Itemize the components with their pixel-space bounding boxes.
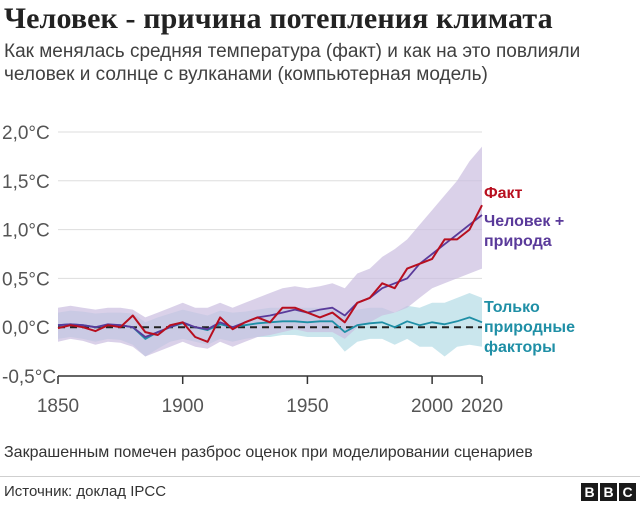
human-natural-band: [58, 146, 482, 357]
x-tick-label: 1950: [286, 396, 328, 417]
uncertainty-bands: [58, 146, 482, 357]
chart-title: Человек - причина потепления климата: [4, 2, 553, 35]
observed-line: [57, 204, 483, 343]
x-tick-label: 2020: [461, 396, 503, 417]
y-tick-label: 1,5°C: [2, 172, 50, 193]
x-tick-labels: 1850 1900 1950 2000 2020: [37, 396, 503, 417]
y-tick-label: 1,0°C: [2, 221, 50, 242]
series-lines: [57, 204, 483, 343]
source-text: Источник: доклад IPCC: [4, 483, 167, 500]
y-tick-label: -0,5°C: [2, 367, 56, 388]
footnote: Закрашенным помечен разброс оценок при м…: [4, 444, 533, 461]
footer-divider: [0, 476, 640, 477]
y-tick-label: 0,5°C: [2, 269, 50, 290]
observed-label: Факт: [484, 185, 523, 202]
y-tick-label: 0,0°C: [2, 318, 50, 339]
x-tick-label: 2000: [411, 396, 453, 417]
bbc-logo: B B C: [581, 483, 636, 501]
temperature-chart: -0,5°C 0,0°C 0,5°C 1,0°C 1,5°C 2,0°C 1850 1900…: [2, 123, 575, 417]
human-natural-label: природа: [484, 233, 552, 250]
y-tick-labels: -0,5°C 0,0°C 0,5°C 1,0°C 1,5°C 2,0°C: [2, 123, 56, 388]
natural-only-label: природные: [484, 319, 575, 336]
chart-subtitle: Как менялась средняя температура (факт) …: [4, 41, 581, 85]
natural-only-label: Только: [484, 299, 540, 316]
logo-letter: B: [600, 483, 617, 501]
x-tick-label: 1900: [162, 396, 204, 417]
series-labels: Факт Человек + природа Только природные факто…: [484, 185, 575, 356]
logo-letter: C: [619, 483, 636, 501]
human-natural-label: Человек +: [484, 213, 564, 230]
y-tick-label: 2,0°C: [2, 123, 50, 144]
human-natural-line: [57, 214, 483, 338]
x-tick-label: 1850: [37, 396, 79, 417]
logo-letter: B: [581, 483, 598, 501]
natural-only-label: факторы: [484, 339, 556, 356]
x-axis: [57, 375, 483, 384]
